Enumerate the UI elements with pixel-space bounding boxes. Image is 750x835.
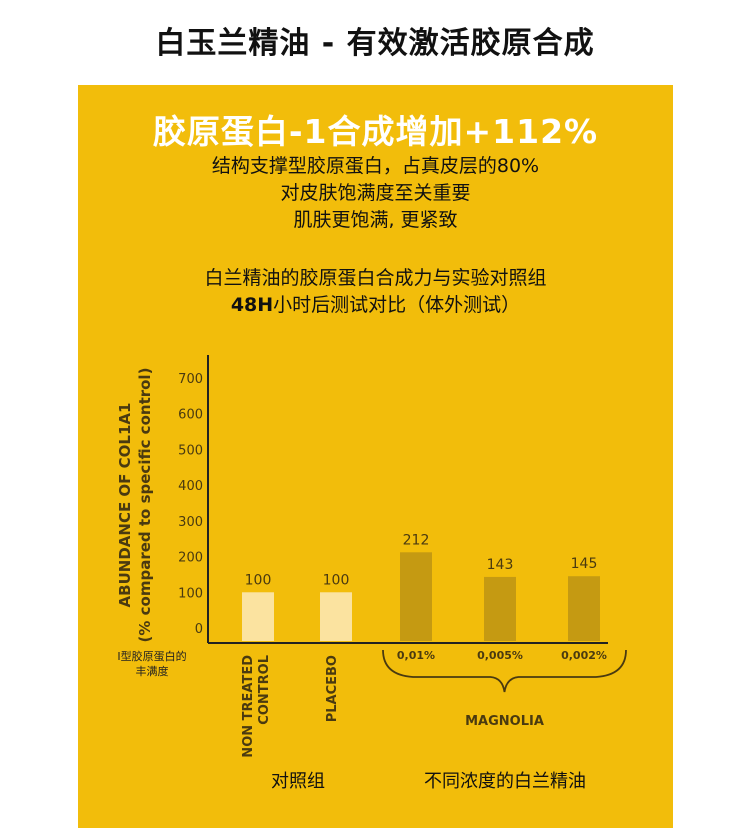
y-axis-sublabel: (% compared to specific control) <box>136 368 154 643</box>
subline-2: 对皮肤饱满度至关重要 <box>280 182 471 204</box>
headline: 胶原蛋白-1合成增加+112% <box>152 112 599 151</box>
caption-line-2: 48H小时后测试对比（体外测试） <box>78 290 673 317</box>
caption-line-1: 白兰精油的胶原蛋白合成力与实验对照组 <box>204 267 547 289</box>
y-tick-label: 0 <box>195 622 203 637</box>
chart-canvas: 700 600 500 400 300 200 100 0 ABUNDANCE OF COL1A… <box>78 85 673 828</box>
page-title: 白玉兰精油 - 有效激活胶原合成 <box>155 26 595 61</box>
bar-value-label: 143 <box>487 557 514 573</box>
y-tick-label: 300 <box>178 515 203 530</box>
bar <box>400 552 432 641</box>
y-tick-label: 100 <box>178 586 203 601</box>
x-category-label: NON TREATED <box>241 655 256 758</box>
y-axis-label: ABUNDANCE OF COL1A1 <box>116 403 134 608</box>
bar-value-label: 100 <box>245 572 272 588</box>
magnolia-group-label: MAGNOLIA <box>465 714 544 729</box>
caption-rest: 小时后测试对比（体外测试） <box>273 294 521 316</box>
subline-1: 结构支撑型胶原蛋白，占真皮层的80% <box>211 155 540 177</box>
bar-value-label: 100 <box>323 572 350 588</box>
bar <box>242 592 274 641</box>
bar <box>568 576 600 641</box>
x-category-label: 0,005% <box>477 649 523 662</box>
x-category-label: 0,002% <box>561 649 607 662</box>
bottom-label-magnolia: 不同浓度的白兰精油 <box>424 771 586 792</box>
bar <box>320 592 352 641</box>
y-tick-label: 500 <box>178 443 203 458</box>
y-tick-label: 400 <box>178 479 203 494</box>
panel-background <box>78 85 673 828</box>
bar-value-label: 145 <box>571 556 598 572</box>
bar-value-label: 212 <box>403 532 430 548</box>
y-tick-label: 700 <box>178 372 203 387</box>
x-category-label: 0,01% <box>397 649 435 662</box>
y-tick-label: 200 <box>178 551 203 566</box>
magnolia-group-brace <box>382 649 627 693</box>
caption-48h: 48H <box>230 294 274 316</box>
bar <box>484 576 516 641</box>
bottom-label-control: 对照组 <box>271 771 325 792</box>
x-category-label: PLACEBO <box>325 655 340 722</box>
x-category-label: CONTROL <box>257 655 272 725</box>
subline-3: 肌肤更饱满, 更紧致 <box>293 209 458 231</box>
chart-panel: 700 600 500 400 300 200 100 0 ABUNDANCE OF COL1A… <box>78 85 673 828</box>
y-axis-note-line-2: 丰满度 <box>136 664 169 678</box>
y-axis-note-line-1: I型胶原蛋白的 <box>117 649 186 663</box>
y-tick-label: 600 <box>178 408 203 423</box>
